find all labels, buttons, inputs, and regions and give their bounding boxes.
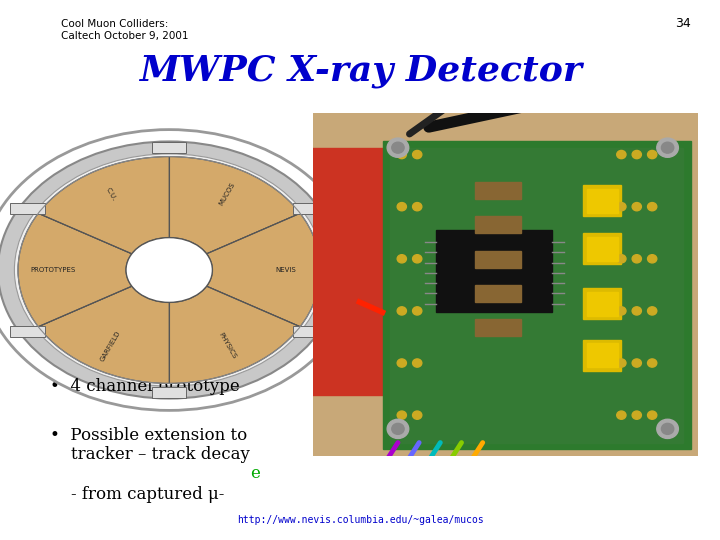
Bar — [587, 343, 618, 367]
Circle shape — [126, 238, 212, 302]
Circle shape — [387, 138, 409, 157]
Circle shape — [657, 419, 678, 438]
Circle shape — [632, 202, 642, 211]
Wedge shape — [169, 157, 300, 254]
Wedge shape — [38, 286, 169, 383]
Circle shape — [647, 255, 657, 263]
Text: e: e — [251, 465, 261, 482]
Circle shape — [617, 255, 626, 263]
Bar — [305, 147, 390, 395]
Circle shape — [632, 359, 642, 367]
Text: http://www.nevis.columbia.edu/~galea/mucos: http://www.nevis.columbia.edu/~galea/muc… — [237, 515, 483, 525]
Text: MUCOS: MUCOS — [218, 181, 237, 207]
Circle shape — [413, 202, 422, 211]
Bar — [294, 326, 328, 337]
Circle shape — [397, 255, 406, 263]
Circle shape — [647, 411, 657, 419]
Text: Caltech October 9, 2001: Caltech October 9, 2001 — [61, 31, 189, 42]
Bar — [587, 237, 618, 261]
Circle shape — [632, 411, 642, 419]
Circle shape — [397, 411, 406, 419]
Text: GARFIELD: GARFIELD — [99, 329, 122, 362]
Circle shape — [397, 359, 406, 367]
Circle shape — [0, 141, 341, 399]
Circle shape — [617, 359, 626, 367]
Circle shape — [392, 142, 404, 153]
Circle shape — [387, 419, 409, 438]
Bar — [10, 203, 45, 214]
Circle shape — [413, 359, 422, 367]
Circle shape — [617, 202, 626, 211]
Wedge shape — [38, 157, 169, 254]
Bar — [475, 319, 521, 336]
Circle shape — [647, 307, 657, 315]
Wedge shape — [18, 213, 132, 327]
Bar — [294, 203, 328, 214]
Circle shape — [647, 359, 657, 367]
Circle shape — [617, 307, 626, 315]
Bar — [152, 142, 186, 153]
Bar — [475, 182, 521, 199]
Circle shape — [397, 202, 406, 211]
Text: NEVIS: NEVIS — [276, 267, 296, 273]
Bar — [475, 251, 521, 268]
Text: •  4 channel prototype: • 4 channel prototype — [50, 378, 240, 395]
Text: 34: 34 — [675, 17, 691, 30]
Text: •  Possible extension to
    tracker – track decay: • Possible extension to tracker – track … — [50, 427, 256, 463]
Bar — [436, 230, 552, 312]
Circle shape — [617, 411, 626, 419]
Bar — [587, 189, 618, 213]
Circle shape — [662, 423, 674, 434]
Bar — [382, 141, 690, 449]
Circle shape — [397, 151, 406, 159]
Circle shape — [413, 411, 422, 419]
Text: - from captured μ-: - from captured μ- — [50, 486, 225, 503]
Circle shape — [657, 138, 678, 157]
Circle shape — [397, 307, 406, 315]
Circle shape — [662, 142, 674, 153]
Circle shape — [632, 255, 642, 263]
Bar — [587, 292, 618, 316]
Wedge shape — [207, 213, 320, 327]
Bar — [10, 326, 45, 337]
Bar — [390, 147, 683, 443]
Circle shape — [632, 151, 642, 159]
Circle shape — [413, 151, 422, 159]
Bar — [152, 387, 186, 398]
Bar — [582, 185, 621, 216]
Circle shape — [617, 151, 626, 159]
Bar — [582, 233, 621, 264]
Text: MWPC X-ray Detector: MWPC X-ray Detector — [138, 54, 582, 88]
Bar — [475, 285, 521, 302]
Circle shape — [413, 255, 422, 263]
Circle shape — [647, 202, 657, 211]
Circle shape — [632, 307, 642, 315]
Circle shape — [392, 423, 404, 434]
Text: PROTOTYPES: PROTOTYPES — [30, 267, 75, 273]
Circle shape — [14, 154, 324, 386]
Bar — [582, 340, 621, 370]
Text: PHYSICS: PHYSICS — [217, 332, 238, 360]
Circle shape — [647, 151, 657, 159]
Bar — [475, 216, 521, 233]
Bar — [582, 288, 621, 319]
Wedge shape — [169, 286, 300, 383]
Text: C.U.: C.U. — [104, 186, 117, 202]
Text: Cool Muon Colliders:: Cool Muon Colliders: — [61, 19, 168, 29]
Circle shape — [413, 307, 422, 315]
